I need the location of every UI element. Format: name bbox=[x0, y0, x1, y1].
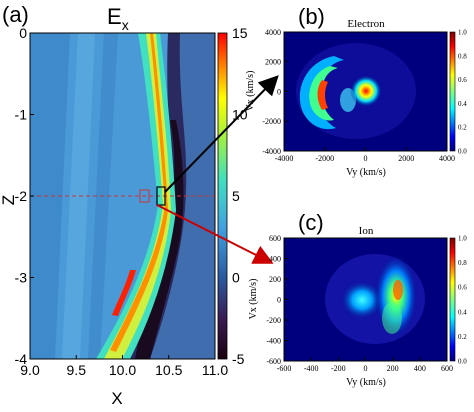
arrow-to-ion bbox=[156, 204, 274, 264]
panel-b-yticks: 4000 2000 0 -2000 -4000 bbox=[262, 28, 288, 156]
panel-c-colorbar-tick-label: 1.0 bbox=[458, 234, 467, 242]
panel-b: (b) Electron -4000 -2000 0 2000 4000 4000 200… bbox=[245, 4, 467, 178]
panel-c: (c) Ion -600 -400 -200 0 200 400 600 600 400 200… bbox=[248, 210, 467, 388]
reference-region-box bbox=[139, 189, 150, 203]
panel-c-colorbar-tick-label: 0.6 bbox=[458, 284, 467, 292]
panel-c-colorbar-tick-label: 0.0 bbox=[458, 357, 467, 365]
panel-c-y-tick-label: 600 bbox=[269, 234, 281, 243]
panel-b-xlabel: Vy (km/s) bbox=[346, 167, 386, 178]
panel-a-x-tick-label: 11.0 bbox=[202, 362, 228, 378]
panel-c-colorbar-ticks: 1.0 0.8 0.6 0.4 0.2 0.0 bbox=[458, 234, 467, 365]
panel-a-x-tick-label: 9.5 bbox=[67, 362, 87, 378]
panel-b-y-tick-label: 2000 bbox=[265, 58, 281, 67]
selected-region-box bbox=[156, 186, 166, 206]
panel-a-colorbar-tick-label: 15 bbox=[232, 25, 248, 41]
panel-b-x-tick-label: 0 bbox=[364, 154, 368, 163]
panel-c-title: Ion bbox=[359, 225, 374, 237]
panel-c-ylabel: Vx (km/s) bbox=[248, 279, 259, 320]
panel-c-y-tick-label: 200 bbox=[269, 275, 281, 284]
panel-a-colorbar bbox=[217, 32, 228, 360]
panel-c-y-tick-label: -200 bbox=[266, 316, 281, 325]
panel-a-y-tick-label: -1 bbox=[15, 106, 28, 122]
panel-b-label: (b) bbox=[298, 4, 325, 29]
panel-a-label: (a) bbox=[2, 2, 29, 27]
panel-a-y-tick-label: -4 bbox=[15, 351, 28, 367]
panel-c-x-tick-label: -400 bbox=[304, 364, 319, 373]
panel-c-y-tick-label: 0 bbox=[277, 295, 281, 304]
panel-c-yticks: 600 400 200 0 -200 -400 -600 bbox=[266, 234, 288, 366]
panel-b-colorbar bbox=[449, 31, 456, 152]
panel-c-y-tick-label: -400 bbox=[266, 336, 281, 345]
panel-c-x-tick-label: 400 bbox=[414, 364, 426, 373]
panel-b-colorbar-tick-label: 0.8 bbox=[458, 52, 467, 60]
panel-a-y-tick-label: -2 bbox=[15, 188, 28, 204]
panel-a-x-tick-label: 9.0 bbox=[20, 362, 40, 378]
panel-b-x-tick-label: 4000 bbox=[439, 154, 455, 163]
panel-a: (a) Ex 9.0 9.5 10.0 10.5 11 bbox=[0, 2, 248, 408]
panel-a-xticks: 9.0 9.5 10.0 10.5 11.0 bbox=[20, 355, 228, 378]
panel-c-x-tick-label: 600 bbox=[441, 364, 453, 373]
panel-c-y-tick-label: 400 bbox=[269, 254, 281, 263]
panel-c-xlabel: Vy (km/s) bbox=[346, 377, 386, 388]
panel-b-colorbar-tick-label: 0.2 bbox=[458, 124, 467, 132]
panel-a-y-tick-label: -3 bbox=[15, 269, 28, 285]
electron-distribution bbox=[284, 32, 447, 151]
panel-b-y-tick-label: 4000 bbox=[265, 28, 281, 37]
panel-b-y-tick-label: -4000 bbox=[262, 147, 281, 156]
panel-c-y-tick-label: -600 bbox=[266, 357, 281, 366]
panel-c-xticks: -600 -400 -200 0 200 400 600 bbox=[277, 357, 453, 373]
panel-b-colorbar-tick-label: 0.4 bbox=[458, 100, 467, 108]
panel-a-colorbar-tick-label: -5 bbox=[232, 351, 245, 367]
panel-a-ylabel: Z bbox=[0, 195, 18, 205]
ion-distribution bbox=[284, 238, 447, 361]
panel-b-y-tick-label: 0 bbox=[277, 87, 281, 96]
panel-b-colorbar-tick-label: 1.0 bbox=[458, 28, 467, 36]
panel-b-ylabel: Vx (km/s) bbox=[245, 71, 256, 112]
panel-c-x-tick-label: 200 bbox=[387, 364, 399, 373]
panel-c-x-tick-label: -600 bbox=[277, 364, 292, 373]
panel-c-label: (c) bbox=[298, 210, 324, 235]
arrow-to-electron bbox=[164, 75, 279, 193]
panel-a-x-tick-label: 10.5 bbox=[155, 362, 182, 378]
panel-c-x-tick-label: -200 bbox=[331, 364, 346, 373]
panel-b-y-tick-label: -2000 bbox=[262, 117, 281, 126]
panel-a-title: Ex bbox=[107, 4, 129, 33]
panel-b-colorbar-tick-label: 0.6 bbox=[458, 76, 467, 84]
panel-c-colorbar bbox=[449, 237, 456, 362]
panel-b-x-tick-label: 2000 bbox=[398, 154, 414, 163]
panel-a-x-tick-label: 10.0 bbox=[109, 362, 136, 378]
panel-c-x-tick-label: 0 bbox=[364, 364, 368, 373]
panel-a-xlabel: X bbox=[111, 389, 122, 408]
panel-b-xticks: -4000 -2000 0 2000 4000 bbox=[275, 147, 455, 163]
panel-c-colorbar-tick-label: 0.4 bbox=[458, 308, 467, 316]
panel-b-title: Electron bbox=[347, 18, 385, 30]
panel-a-y-tick-label: 0 bbox=[19, 25, 27, 41]
panel-a-colorbar-ticks: 151050-5 bbox=[232, 25, 248, 367]
panel-c-colorbar-tick-label: 0.8 bbox=[458, 259, 467, 267]
panel-b-colorbar-tick-label: 0.0 bbox=[458, 147, 467, 155]
panel-b-x-tick-label: -2000 bbox=[315, 154, 334, 163]
ex-field-map bbox=[30, 33, 215, 359]
panel-a-colorbar-tick-label: 5 bbox=[232, 188, 240, 204]
panel-b-colorbar-ticks: 1.0 0.8 0.6 0.4 0.2 0.0 bbox=[458, 28, 467, 155]
panel-a-colorbar-tick-label: 0 bbox=[232, 269, 240, 285]
panel-c-colorbar-tick-label: 0.2 bbox=[458, 333, 467, 341]
panel-b-x-tick-label: -4000 bbox=[275, 154, 294, 163]
panel-a-yticks: 0 -1 -2 -3 -4 bbox=[15, 25, 34, 367]
